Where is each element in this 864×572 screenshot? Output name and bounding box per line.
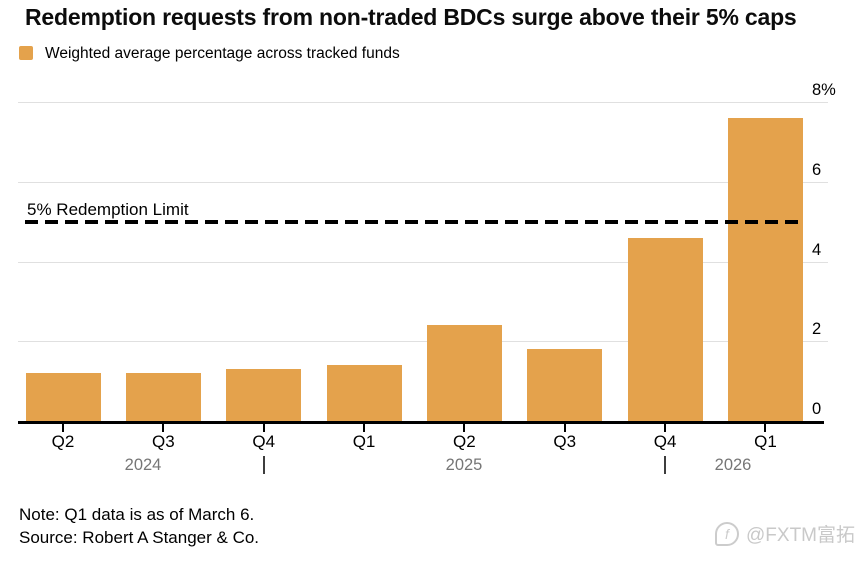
x-tick bbox=[363, 423, 366, 432]
bar bbox=[125, 373, 201, 421]
bar bbox=[727, 118, 803, 421]
x-axis-line bbox=[18, 421, 824, 424]
bar bbox=[226, 369, 302, 421]
watermark-text: @FXTM富拓 bbox=[746, 525, 855, 546]
x-label: Q2 bbox=[51, 432, 75, 451]
y-tick-label: 8% bbox=[812, 81, 836, 100]
x-tick bbox=[463, 423, 466, 432]
x-label: Q4 bbox=[653, 432, 677, 451]
y-tick-label: 4 bbox=[812, 240, 822, 259]
y-tick-label: 0 bbox=[812, 400, 822, 418]
fxtm-logo-icon: f bbox=[715, 521, 739, 546]
gridline bbox=[18, 261, 828, 263]
bar bbox=[527, 349, 603, 421]
x-tick bbox=[262, 423, 265, 432]
year-label: 2025 bbox=[445, 456, 483, 474]
legend-swatch bbox=[19, 46, 33, 60]
x-label: Q2 bbox=[453, 432, 476, 451]
redemption-limit-line bbox=[25, 220, 803, 224]
bar bbox=[426, 325, 502, 421]
gridline bbox=[18, 102, 828, 104]
chart-title: Redemption requests from non-traded BDCs… bbox=[25, 4, 797, 30]
x-tick bbox=[162, 423, 165, 432]
year-separator bbox=[262, 456, 265, 474]
bar bbox=[627, 237, 703, 421]
bar bbox=[326, 365, 402, 421]
x-label: Q4 bbox=[252, 432, 276, 451]
watermark: f @FXTM富拓 bbox=[715, 520, 855, 547]
y-tick-label: 6 bbox=[812, 160, 822, 179]
source-text: Source: Robert A Stanger & Co. bbox=[19, 527, 260, 547]
x-tick bbox=[62, 423, 64, 432]
year-label: 2024 bbox=[124, 456, 162, 474]
footer: Note: Q1 data is as of March 6. Source: … bbox=[19, 504, 259, 549]
x-label: Q3 bbox=[553, 432, 577, 451]
redemption-limit-label: 5% Redemption Limit bbox=[27, 200, 189, 219]
year-separator bbox=[664, 456, 667, 474]
legend-label: Weighted average percentage across track… bbox=[45, 45, 400, 62]
note-text: Note: Q1 data is as of March 6. bbox=[19, 505, 255, 524]
y-tick-label: 2 bbox=[812, 320, 822, 339]
legend: Weighted average percentage across track… bbox=[19, 45, 400, 63]
x-label: Q1 bbox=[352, 432, 376, 451]
gridline bbox=[18, 341, 828, 343]
x-tick bbox=[563, 423, 566, 432]
x-label: Q3 bbox=[152, 432, 175, 451]
bar bbox=[25, 373, 101, 421]
year-label: 2026 bbox=[714, 456, 752, 474]
x-label: Q1 bbox=[754, 432, 777, 451]
x-tick bbox=[764, 423, 767, 432]
gridline bbox=[18, 181, 828, 183]
x-tick bbox=[664, 423, 667, 432]
